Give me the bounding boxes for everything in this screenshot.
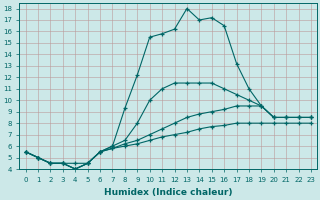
X-axis label: Humidex (Indice chaleur): Humidex (Indice chaleur)	[104, 188, 233, 197]
